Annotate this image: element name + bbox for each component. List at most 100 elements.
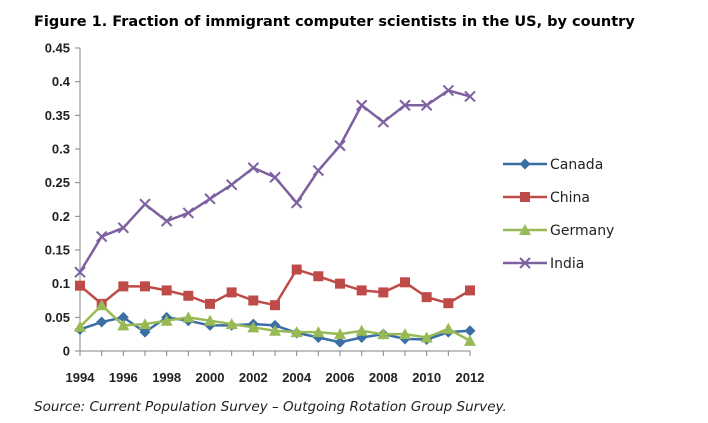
data-point: [269, 324, 281, 336]
data-point: [421, 292, 432, 303]
data-point: [205, 298, 215, 309]
y-tick-label: 0.45: [45, 41, 70, 56]
data-point: [355, 324, 368, 336]
y-tick-label: 0.4: [52, 74, 71, 89]
data-point: [335, 278, 345, 289]
legend-label: Germany: [550, 223, 614, 239]
data-point: [183, 290, 194, 301]
y-tick-label: 0.1: [52, 276, 70, 291]
series-india: [74, 84, 476, 278]
data-point: [420, 331, 433, 343]
chart-legend: Canada China Germany India: [503, 157, 614, 272]
x-tick-label: 2010: [412, 370, 441, 385]
x-tick-label: 1996: [109, 370, 138, 385]
y-tick-label: 0.35: [45, 108, 70, 123]
data-point: [378, 287, 389, 298]
data-point: [399, 328, 411, 340]
series-china: [75, 264, 475, 311]
data-point: [248, 295, 259, 306]
chart-series: [74, 84, 476, 348]
y-tick-label: 0.05: [45, 310, 70, 325]
data-point: [247, 162, 260, 174]
data-point: [139, 318, 151, 330]
data-point: [312, 164, 325, 177]
source-note: Source: Current Population Survey – Outg…: [34, 399, 507, 415]
data-point: [117, 311, 129, 323]
data-point: [312, 326, 325, 338]
data-point: [270, 300, 280, 311]
data-point: [355, 99, 368, 111]
data-point: [160, 314, 173, 326]
data-point: [399, 99, 411, 111]
legend-label: Canada: [550, 157, 603, 173]
data-point: [269, 171, 281, 183]
data-point: [139, 326, 151, 338]
y-tick-label: 0.25: [45, 175, 70, 190]
data-point: [117, 319, 130, 331]
data-point: [313, 271, 324, 282]
legend-marker: [519, 158, 531, 170]
data-point: [464, 334, 476, 346]
data-point: [74, 266, 86, 278]
legend-item-china: China: [503, 190, 590, 206]
x-tick-label: 1998: [152, 370, 181, 385]
legend-label: China: [550, 190, 590, 206]
x-tick-label: 1994: [66, 370, 96, 385]
data-point: [400, 277, 410, 288]
series-line: [78, 89, 471, 273]
data-point: [356, 285, 367, 296]
series-line: [79, 268, 471, 307]
data-point: [420, 99, 433, 111]
data-point: [442, 322, 455, 334]
legend-label: India: [550, 256, 584, 272]
data-point: [96, 316, 108, 328]
y-tick-label: 0.3: [52, 142, 70, 157]
data-point: [464, 325, 476, 337]
data-point: [290, 326, 303, 338]
data-point: [139, 198, 151, 210]
series-germany: [74, 299, 476, 346]
data-point: [334, 139, 346, 152]
x-tick-label: 2004: [282, 370, 312, 385]
data-point: [182, 207, 195, 219]
x-tick-label: 2002: [239, 370, 268, 385]
data-point: [95, 299, 108, 311]
data-point: [247, 321, 260, 333]
data-point: [117, 222, 130, 234]
legend-marker: [519, 224, 531, 235]
x-tick-label: 2006: [326, 370, 355, 385]
data-point: [226, 287, 237, 298]
x-tick-label: 2012: [456, 370, 485, 385]
data-point: [442, 84, 455, 97]
data-point: [465, 285, 475, 296]
data-point: [204, 314, 216, 326]
data-point: [95, 230, 108, 243]
data-point: [75, 280, 85, 291]
figure-title: Figure 1. Fraction of immigrant computer…: [34, 14, 635, 30]
data-point: [204, 193, 216, 205]
data-point: [225, 318, 238, 330]
x-tick-label: 2008: [369, 370, 398, 385]
x-tick-label: 2000: [196, 370, 225, 385]
legend-item-india: India: [503, 256, 584, 272]
data-point: [291, 264, 302, 275]
y-tick-label: 0: [63, 344, 70, 359]
legend-marker: [519, 257, 531, 269]
data-point: [182, 311, 195, 323]
data-point: [140, 281, 150, 292]
data-point: [377, 328, 390, 340]
legend-marker: [520, 192, 530, 202]
data-point: [464, 90, 476, 103]
y-tick-label: 0.15: [45, 243, 70, 258]
data-point: [161, 285, 172, 296]
y-tick-label: 0.2: [52, 209, 70, 224]
data-point: [74, 320, 86, 332]
data-point: [290, 197, 303, 209]
data-point: [334, 328, 346, 340]
data-point: [377, 116, 390, 128]
data-point: [334, 336, 346, 348]
data-point: [443, 298, 454, 309]
legend-item-germany: Germany: [503, 223, 614, 239]
legend-item-canada: Canada: [503, 157, 603, 173]
